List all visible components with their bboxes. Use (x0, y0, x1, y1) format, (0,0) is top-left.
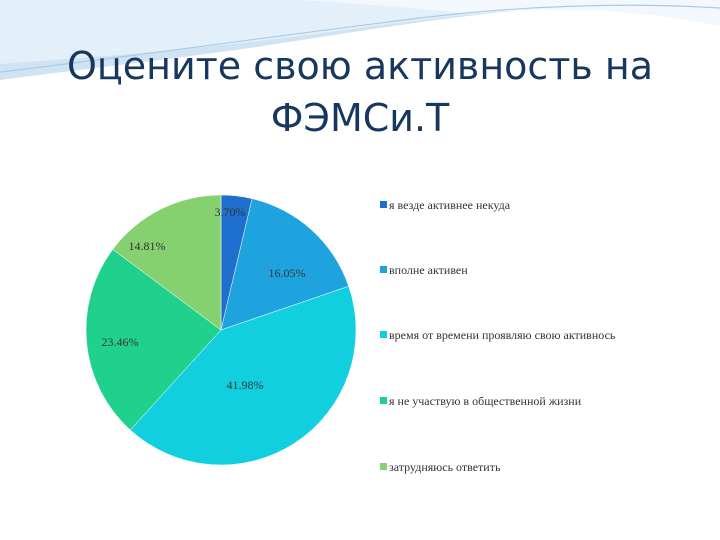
legend-label: я везде активнее некуда (389, 198, 511, 212)
legend-item-3: время от времени проявляю свою активнось (380, 328, 615, 342)
data-label-1: 3.70% (215, 205, 246, 219)
legend-swatch (380, 463, 387, 470)
pie-slices (85, 194, 357, 466)
pie-data-labels: 3.70% 16.05% 41.98% 23.46% 14.81% (102, 205, 306, 392)
pie-slice-4 (85, 249, 222, 431)
legend-label: я не участвую в общественной жизни (389, 394, 582, 408)
title-line-2: ФЭМСи.Т (270, 96, 450, 140)
legend-swatch (380, 397, 387, 404)
pie-slice-5 (112, 194, 222, 331)
legend-swatch (380, 201, 387, 208)
header-wave-mid (0, 0, 720, 64)
data-label-5: 14.81% (129, 239, 166, 253)
data-label-3: 41.98% (227, 378, 264, 392)
legend-item-1: я везде активнее некуда (380, 198, 510, 212)
header-wave-line (0, 4, 720, 73)
data-label-2: 16.05% (269, 266, 306, 280)
legend-label: время от времени проявляю свою активнось (389, 328, 616, 342)
title-line-1: Оцените свою активность на (66, 44, 654, 88)
header-decoration (0, 0, 720, 80)
legend-item-4: я не участвую в общественной жизни (380, 394, 581, 408)
pie-slice-3 (129, 285, 357, 466)
header-wave-light (300, 0, 720, 26)
legend-item-2: вполне активен (380, 263, 468, 277)
legend-label: вполне активен (389, 263, 468, 277)
page-title: Оцените свою активность на ФЭМСи.Т (40, 40, 680, 144)
data-label-4: 23.46% (102, 335, 139, 349)
legend-label: затрудняюсь ответить (389, 460, 501, 474)
legend-item-5: затрудняюсь ответить (380, 460, 500, 474)
legend-swatch (380, 266, 387, 273)
legend-swatch (380, 331, 387, 338)
